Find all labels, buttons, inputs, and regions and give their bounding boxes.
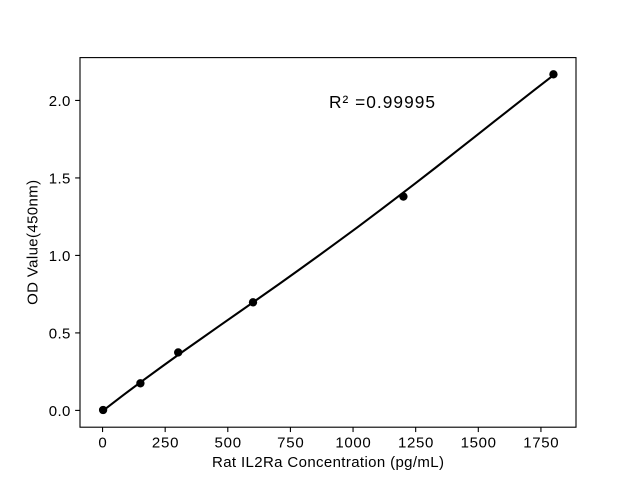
svg-text:1500: 1500	[461, 435, 496, 452]
svg-text:1000: 1000	[335, 435, 370, 452]
svg-text:OD Value(450nm): OD Value(450nm)	[25, 180, 42, 305]
svg-text:2.0: 2.0	[49, 93, 71, 110]
svg-text:500: 500	[215, 435, 242, 452]
svg-text:1750: 1750	[523, 435, 558, 452]
svg-text:1.5: 1.5	[49, 170, 71, 187]
svg-text:R² =0.99995: R² =0.99995	[329, 92, 435, 112]
svg-text:0.5: 0.5	[49, 325, 71, 342]
svg-text:0: 0	[98, 435, 106, 452]
svg-text:0.0: 0.0	[49, 403, 71, 420]
svg-text:750: 750	[277, 435, 304, 452]
svg-text:Rat IL2Ra Concentration (pg/mL: Rat IL2Ra Concentration (pg/mL)	[212, 454, 444, 471]
svg-text:1.0: 1.0	[49, 248, 71, 265]
svg-text:1250: 1250	[398, 435, 433, 452]
svg-text:250: 250	[152, 435, 179, 452]
